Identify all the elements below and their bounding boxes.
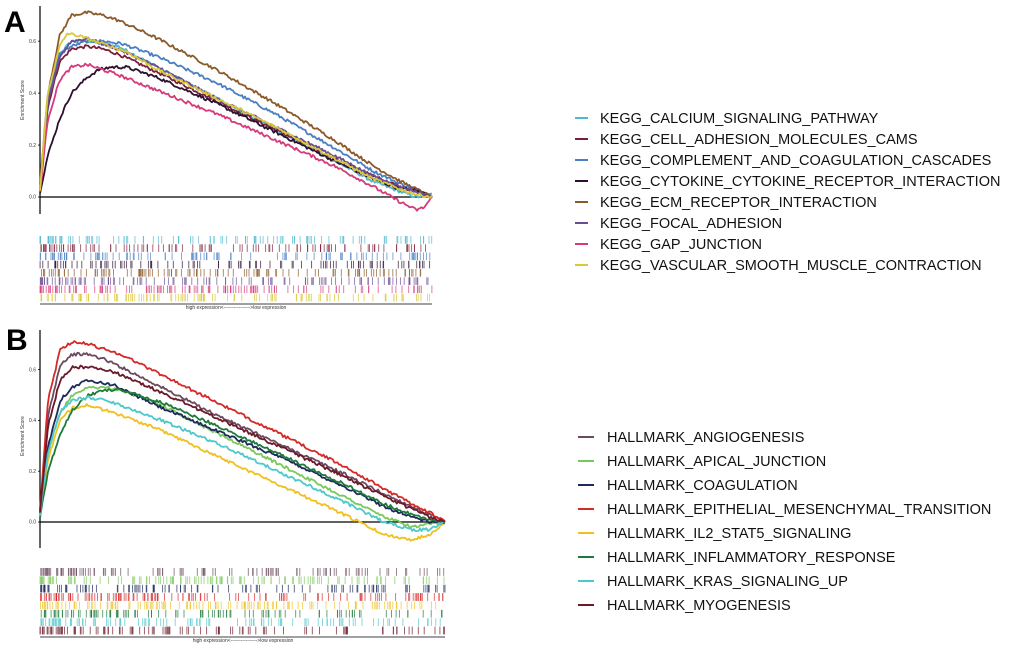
panel-a-letter: A <box>4 6 26 39</box>
panel-b-series-line <box>39 364 446 523</box>
panel-a-barcode-track <box>39 236 433 244</box>
panel-a-series-line <box>39 39 432 199</box>
panel-a-barcode-track <box>41 269 422 277</box>
panel-b-letter: B <box>6 324 28 357</box>
panel-b-legend-label: HALLMARK_MYOGENESIS <box>607 598 791 614</box>
panel-a-legend-item: KEGG_CALCIUM_SIGNALING_PATHWAY <box>575 111 879 127</box>
panel-b-barcode-track <box>40 618 441 626</box>
panel-a-barcode-track <box>39 260 431 269</box>
panel-b-x-axis-note: high expression<---------------->low exp… <box>193 638 294 644</box>
panel-a-barcode-track <box>40 244 426 252</box>
panel-a-x-axis-note: high expression<---------------->low exp… <box>186 305 287 311</box>
panel-b-legend-item: HALLMARK_KRAS_SIGNALING_UP <box>578 574 848 590</box>
panel-b-series-line <box>39 387 446 525</box>
panel-a-legend-label: KEGG_COMPLEMENT_AND_COAGULATION_CASCADES <box>600 153 991 169</box>
panel-b-legend-item: HALLMARK_INFLAMMATORY_RESPONSE <box>578 550 896 566</box>
panel-a-series-line <box>39 36 433 198</box>
panel-a-series-line <box>39 38 433 199</box>
panel-a-legend-item: KEGG_ECM_RECEPTOR_INTERACTION <box>575 195 877 211</box>
panel-b-y-tick-label: 0.6 <box>29 367 36 373</box>
panel-b-legend-item: HALLMARK_EPITHELIAL_MESENCHYMAL_TRANSITI… <box>578 502 991 518</box>
panel-a-legend-label: KEGG_CELL_ADHESION_MOLECULES_CAMS <box>600 132 918 148</box>
panel-a-barcode-track <box>40 293 430 302</box>
panel-a: A 0.6 0.4 0.2 0.0 Enrichment Score high expre… <box>4 6 1000 311</box>
panel-b-legend-label: HALLMARK_INFLAMMATORY_RESPONSE <box>607 550 896 566</box>
panel-a-legend-item: KEGG_COMPLEMENT_AND_COAGULATION_CASCADES <box>575 153 991 169</box>
panel-b-barcode-track <box>39 626 445 635</box>
panel-b: B 0.6 0.4 0.2 0.0 Enrichment Score high expre… <box>6 324 991 644</box>
panel-a-series-line <box>39 10 433 199</box>
panel-a-legend-item: KEGG_FOCAL_ADHESION <box>575 216 782 232</box>
panel-a-barcode-track <box>39 252 431 261</box>
panel-b-y-tick-label: 0.4 <box>29 418 36 424</box>
panel-b-barcode-track <box>40 584 446 593</box>
panel-a-y-tick-label: 0.2 <box>29 143 36 149</box>
panel-b-legend-label: HALLMARK_EPITHELIAL_MESENCHYMAL_TRANSITI… <box>607 502 991 518</box>
panel-a-series-line <box>39 32 433 199</box>
panel-b-legend-label: HALLMARK_KRAS_SIGNALING_UP <box>607 574 848 590</box>
panel-b-legend-item: HALLMARK_MYOGENESIS <box>578 598 791 614</box>
panel-a-y-axis-label: Enrichment Score <box>20 80 26 120</box>
panel-b-barcode-track <box>40 609 443 618</box>
panel-b-y-tick-label: 0.2 <box>29 469 36 475</box>
panel-a-y-tick-label: 0.0 <box>29 195 36 201</box>
panel-b-legend-item: HALLMARK_COAGULATION <box>578 478 798 494</box>
panel-b-legend-item: HALLMARK_IL2_STAT5_SIGNALING <box>578 526 851 542</box>
panel-b-series-line <box>39 340 446 522</box>
panel-a-y-tick-label: 0.4 <box>29 91 36 97</box>
panel-a-legend-label: KEGG_CYTOKINE_CYTOKINE_RECEPTOR_INTERACT… <box>600 174 1000 190</box>
panel-b-barcode-track <box>40 601 437 610</box>
panel-a-legend-label: KEGG_FOCAL_ADHESION <box>600 216 782 232</box>
panel-a-series-line <box>39 62 433 212</box>
panel-a-y-tick-label: 0.6 <box>29 39 36 45</box>
panel-b-series-line <box>39 385 446 529</box>
panel-a-legend-label: KEGG_ECM_RECEPTOR_INTERACTION <box>600 195 877 211</box>
panel-b-y-tick-label: 0.0 <box>29 520 36 526</box>
panel-b-legend-label: HALLMARK_COAGULATION <box>607 478 798 494</box>
panel-b-series-line <box>39 395 446 532</box>
panel-a-legend-item: KEGG_VASCULAR_SMOOTH_MUSCLE_CONTRACTION <box>575 258 982 274</box>
panel-a-legend-label: KEGG_GAP_JUNCTION <box>600 237 762 253</box>
panel-a-legend-item: KEGG_GAP_JUNCTION <box>575 237 762 253</box>
panel-a-legend-label: KEGG_CALCIUM_SIGNALING_PATHWAY <box>600 111 879 127</box>
panel-b-barcode-track <box>40 568 445 576</box>
panel-a-legend-label: KEGG_VASCULAR_SMOOTH_MUSCLE_CONTRACTION <box>600 258 982 274</box>
panel-a-barcode-track <box>39 285 433 294</box>
panel-a-legend-item: KEGG_CYTOKINE_CYTOKINE_RECEPTOR_INTERACT… <box>575 174 1000 190</box>
panel-b-series-line <box>39 351 446 524</box>
panel-b-barcode-track <box>40 593 444 601</box>
panel-b-legend-item: HALLMARK_APICAL_JUNCTION <box>578 454 826 470</box>
panel-a-legend-item: KEGG_CELL_ADHESION_MOLECULES_CAMS <box>575 132 918 148</box>
panel-b-barcode-track <box>39 576 445 585</box>
panel-b-legend-label: HALLMARK_APICAL_JUNCTION <box>607 454 826 470</box>
panel-a-series-line <box>39 64 433 198</box>
panel-b-legend-item: HALLMARK_ANGIOGENESIS <box>578 430 804 446</box>
panel-b-series-line <box>39 379 446 525</box>
panel-a-barcode-track <box>39 277 429 285</box>
panel-b-series-line <box>39 403 446 542</box>
panel-b-legend-label: HALLMARK_ANGIOGENESIS <box>607 430 804 446</box>
panel-b-legend-label: HALLMARK_IL2_STAT5_SIGNALING <box>607 526 851 542</box>
panel-b-y-axis-label: Enrichment Score <box>20 416 26 456</box>
